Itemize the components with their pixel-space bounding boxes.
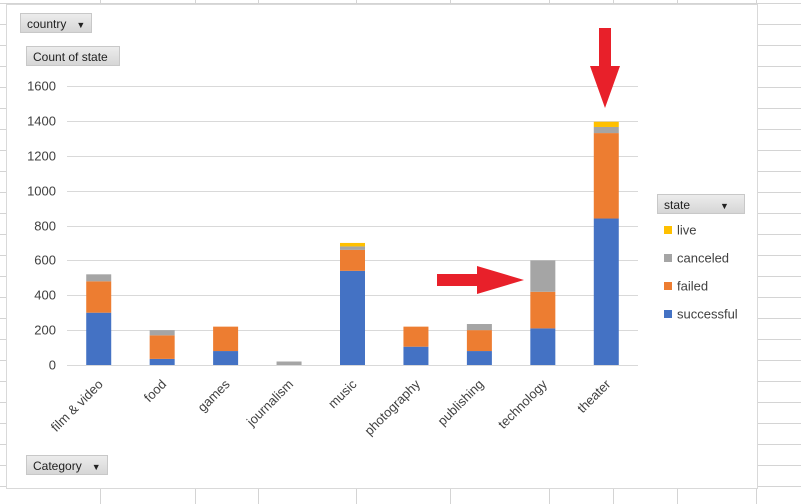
state-filter-label: state: [664, 198, 691, 212]
dropdown-arrow-icon: ▼: [720, 200, 729, 211]
bar-segment-failed[interactable]: [213, 326, 239, 352]
state-filter-button[interactable]: state ▼: [657, 194, 745, 214]
dropdown-arrow-icon: ▼: [91, 461, 101, 472]
x-tick-label: food: [141, 377, 170, 406]
country-filter-button[interactable]: country ▼: [20, 13, 92, 33]
bar-segment-failed[interactable]: [593, 133, 619, 219]
x-tick-label: games: [195, 376, 234, 415]
x-tick-label: theater: [574, 376, 614, 416]
legend-label-canceled: canceled: [677, 251, 729, 266]
bar-segment-canceled[interactable]: [340, 246, 365, 250]
red-arrow-icon: [437, 266, 524, 294]
y-tick-label: 0: [49, 358, 56, 373]
y-tick-label: 1600: [27, 79, 56, 94]
bar-segment-failed[interactable]: [340, 249, 365, 271]
y-tick-label: 200: [34, 323, 56, 338]
bar-segment-successful[interactable]: [213, 351, 239, 365]
chart-area[interactable]: [6, 4, 758, 489]
bar-segment-canceled[interactable]: [149, 330, 175, 336]
x-tick-label: music: [325, 376, 360, 411]
x-tick-label: film & video: [48, 377, 106, 435]
category-filter-label: Category: [33, 459, 82, 473]
x-tick-label: publishing: [435, 377, 487, 429]
x-tick-label: photography: [361, 376, 423, 438]
bar-segment-live[interactable]: [340, 242, 365, 247]
red-arrow-icon: [590, 28, 620, 108]
legend-swatch-failed: [664, 282, 672, 290]
bar-segment-canceled[interactable]: [86, 274, 112, 282]
x-tick-label: journalism: [243, 377, 296, 430]
bar-segment-failed[interactable]: [466, 330, 492, 352]
bar-segment-failed[interactable]: [403, 326, 429, 347]
y-tick-label: 600: [34, 253, 56, 268]
bar-segment-successful[interactable]: [86, 312, 112, 365]
legend-label-failed: failed: [677, 279, 708, 294]
legend-label-live: live: [677, 223, 697, 238]
bar-segment-live[interactable]: [593, 121, 619, 127]
bar-segment-successful[interactable]: [403, 346, 429, 365]
legend-label-successful: successful: [677, 307, 738, 322]
bar-segment-canceled[interactable]: [530, 260, 556, 292]
x-tick-label: technology: [495, 376, 550, 431]
category-filter-button[interactable]: Category ▼: [26, 455, 108, 475]
bar-segment-failed[interactable]: [86, 281, 112, 313]
bar-segment-canceled[interactable]: [593, 126, 619, 134]
bar-segment-successful[interactable]: [593, 218, 619, 365]
bar-segment-successful[interactable]: [466, 351, 492, 365]
y-tick-label: 1200: [27, 149, 56, 164]
bar-segment-canceled[interactable]: [276, 361, 302, 365]
dropdown-arrow-icon: ▼: [76, 19, 86, 30]
legend-swatch-successful: [664, 310, 672, 318]
bar-segment-canceled[interactable]: [466, 324, 492, 331]
legend-swatch-canceled: [664, 254, 672, 262]
bar-segment-failed[interactable]: [149, 335, 175, 359]
bar-segment-successful[interactable]: [149, 358, 175, 365]
legend-swatch-live: [664, 226, 672, 234]
bar-segment-failed[interactable]: [530, 291, 556, 329]
value-field-label[interactable]: Count of state: [26, 46, 120, 66]
y-tick-label: 400: [34, 288, 56, 303]
bar-segment-successful[interactable]: [530, 328, 556, 365]
bar-segment-successful[interactable]: [340, 270, 365, 365]
y-tick-label: 1000: [27, 184, 56, 199]
y-tick-label: 1400: [27, 114, 56, 129]
country-filter-label: country: [27, 17, 67, 31]
y-tick-label: 800: [34, 219, 56, 234]
